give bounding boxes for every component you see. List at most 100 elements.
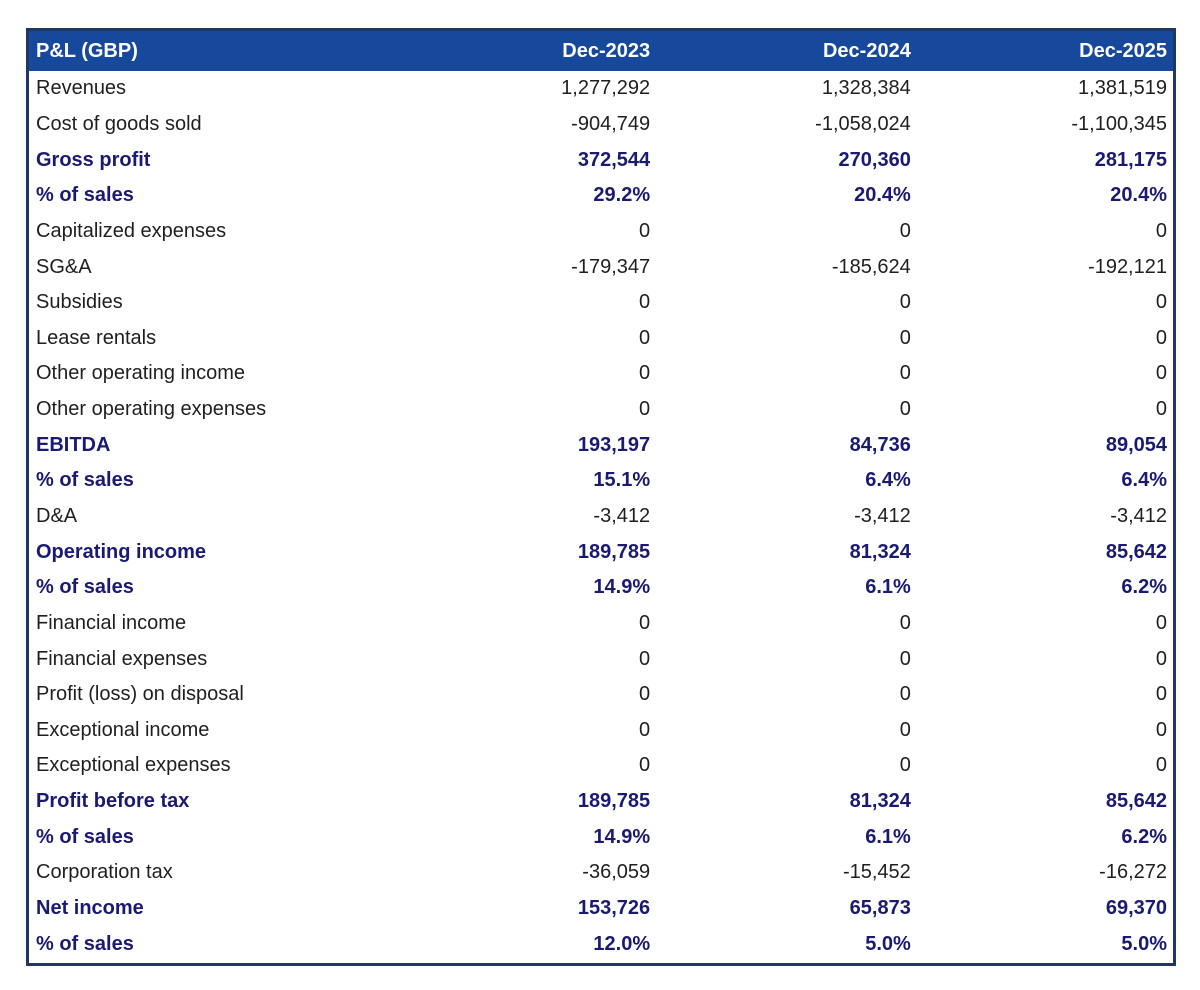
cell-value: 372,544 [577, 148, 651, 171]
table-row: Financial income 0 0 0 [28, 606, 1175, 642]
table-row: Capitalized expenses 0 0 0 [28, 214, 1175, 250]
table-row: % of sales 12.0% 5.0% 5.0% [28, 926, 1175, 964]
cell-value: 189,785 [577, 790, 651, 813]
cell-value: -15,452 [842, 861, 911, 884]
cell-value: 0 [639, 647, 651, 670]
row-label: Other operating expenses [36, 398, 267, 421]
col-header-title: P&L (GBP) [27, 29, 429, 71]
cell-value: 0 [899, 718, 911, 741]
cell-value: -3,412 [593, 505, 651, 527]
cell-value: -3,412 [854, 505, 911, 527]
cell-value: 0 [639, 291, 651, 314]
cell-value: -36,059 [582, 861, 651, 884]
row-label: Subsidies [36, 291, 123, 314]
cell-value: -192,121 [1088, 255, 1167, 278]
cell-value: -3,412 [1110, 505, 1167, 527]
cell-value: 29.2% [593, 184, 651, 207]
cell-value: 0 [1155, 611, 1167, 634]
cell-value: 0 [1155, 398, 1167, 421]
table-row: Revenues 1,277,292 1,328,384 1,381,519 [28, 71, 1175, 107]
cell-value: 89,054 [1105, 433, 1167, 456]
cell-value: 0 [1155, 754, 1167, 777]
cell-value: 14.9% [593, 576, 651, 599]
table-row: SG&A -179,347 -185,624 -192,121 [28, 249, 1175, 285]
cell-value: 6.1% [865, 825, 911, 848]
cell-value: 0 [899, 754, 911, 777]
row-label: Profit before tax [36, 790, 190, 813]
cell-value: -904,749 [571, 112, 651, 135]
cell-value: 0 [639, 326, 651, 349]
row-label: % of sales [36, 469, 134, 492]
cell-value: 6.4% [1121, 469, 1167, 492]
col-header-dec-2023: Dec-2023 [428, 29, 657, 71]
table-row: Operating income 189,785 81,324 85,642 [28, 534, 1175, 570]
row-label: SG&A [36, 255, 92, 278]
cell-value: 15.1% [593, 469, 651, 492]
cell-value: 0 [899, 683, 911, 706]
cell-value: 84,736 [849, 433, 911, 456]
row-label: Exceptional income [36, 718, 210, 741]
cell-value: 69,370 [1105, 897, 1167, 920]
table-row: Subsidies 0 0 0 [28, 285, 1175, 321]
row-label: Profit (loss) on disposal [36, 683, 244, 706]
row-label: Cost of goods sold [36, 112, 202, 135]
table-row: % of sales 14.9% 6.1% 6.2% [28, 570, 1175, 606]
row-label: EBITDA [36, 433, 111, 456]
cell-value: 0 [1155, 291, 1167, 314]
cell-value: 0 [1155, 362, 1167, 385]
table-row: Profit before tax 189,785 81,324 85,642 [28, 784, 1175, 820]
row-label: % of sales [36, 576, 134, 599]
cell-value: 85,642 [1105, 540, 1167, 563]
cell-value: 20.4% [1110, 184, 1167, 207]
table-row: Exceptional expenses 0 0 0 [28, 748, 1175, 784]
row-label: % of sales [36, 184, 134, 207]
cell-value: 65,873 [849, 897, 911, 920]
row-label: % of sales [36, 825, 134, 848]
cell-value: 6.4% [865, 469, 911, 492]
table-row: Gross profit 372,544 270,360 281,175 [28, 142, 1175, 178]
cell-value: 1,328,384 [821, 77, 911, 100]
row-label: Gross profit [36, 148, 151, 171]
cell-value: 0 [899, 611, 911, 634]
table-row: Exceptional income 0 0 0 [28, 713, 1175, 749]
row-label: % of sales [36, 933, 134, 956]
cell-value: 193,197 [577, 433, 651, 456]
cell-value: 6.1% [865, 576, 911, 599]
table-row: Other operating income 0 0 0 [28, 356, 1175, 392]
table-row: Financial expenses 0 0 0 [28, 641, 1175, 677]
cell-value: 153,726 [577, 897, 651, 920]
table-row: Profit (loss) on disposal 0 0 0 [28, 677, 1175, 713]
cell-value: -1,058,024 [815, 112, 911, 135]
cell-value: 81,324 [849, 540, 911, 563]
cell-value: -185,624 [831, 255, 911, 278]
cell-value: 0 [1155, 718, 1167, 741]
cell-value: 0 [899, 647, 911, 670]
cell-value: 5.0% [1121, 933, 1167, 956]
cell-value: 0 [639, 718, 651, 741]
cell-value: 0 [639, 754, 651, 777]
cell-value: 1,381,519 [1078, 77, 1167, 100]
row-label: Financial income [36, 611, 187, 634]
pl-table: P&L (GBP) Dec-2023 Dec-2024 Dec-2025 Rev… [26, 28, 1176, 966]
cell-value: 81,324 [849, 790, 911, 813]
table-row: Corporation tax -36,059 -15,452 -16,272 [28, 855, 1175, 891]
cell-value: 281,175 [1094, 148, 1167, 171]
cell-value: 0 [639, 219, 651, 242]
cell-value: 0 [639, 611, 651, 634]
cell-value: 189,785 [577, 540, 651, 563]
table-row: Other operating expenses 0 0 0 [28, 392, 1175, 428]
table-row: Cost of goods sold -904,749 -1,058,024 -1,1… [28, 107, 1175, 143]
cell-value: -16,272 [1099, 861, 1167, 884]
cell-value: 0 [639, 362, 651, 385]
cell-value: 85,642 [1105, 790, 1167, 813]
cell-value: -1,100,345 [1071, 112, 1167, 135]
table-row: % of sales 14.9% 6.1% 6.2% [28, 819, 1175, 855]
cell-value: 0 [1155, 326, 1167, 349]
cell-value: 6.2% [1121, 576, 1167, 599]
cell-value: 0 [639, 683, 651, 706]
cell-value: 0 [899, 398, 911, 421]
cell-value: 14.9% [593, 825, 651, 848]
cell-value: 0 [899, 362, 911, 385]
cell-value: 0 [899, 219, 911, 242]
